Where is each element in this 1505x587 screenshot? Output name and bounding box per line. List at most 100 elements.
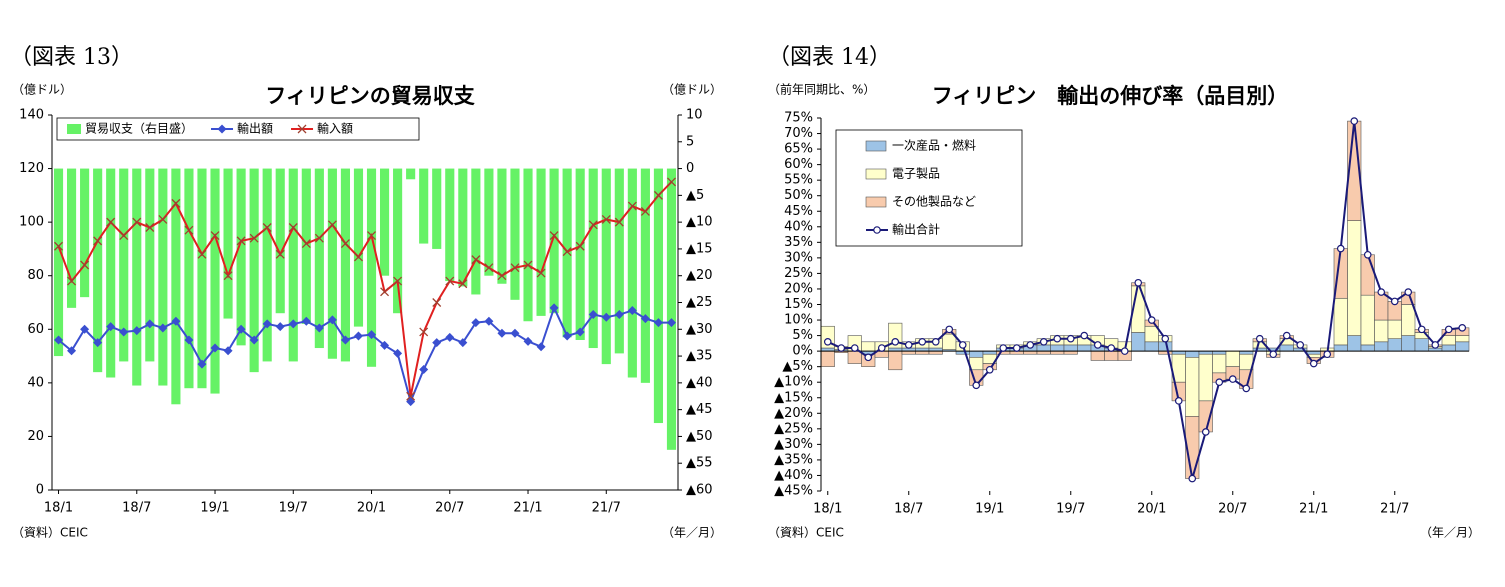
bar [1063, 344, 1078, 352]
point [106, 217, 116, 227]
bar [1050, 344, 1065, 352]
point [837, 344, 846, 352]
point [562, 247, 572, 257]
y-tick-label: 0% [792, 344, 813, 359]
point [1228, 375, 1237, 383]
figure-label: （図表 14） [768, 45, 891, 70]
y-tick-label: 35% [784, 235, 813, 250]
point [249, 335, 259, 345]
x-tick-label: 21/7 [1380, 502, 1409, 517]
bar [1212, 353, 1227, 374]
y-axis-unit: （前年同期比、%） [768, 82, 875, 97]
bar [210, 168, 220, 394]
point [823, 337, 832, 346]
point [999, 344, 1008, 352]
x-axis-unit: （年／月） [662, 526, 722, 540]
bar [847, 350, 862, 364]
bar [1144, 341, 1159, 352]
point [1053, 334, 1062, 343]
point [184, 225, 194, 235]
point [93, 236, 103, 246]
y-tick-label: 140 [19, 108, 44, 123]
bar [1333, 297, 1348, 346]
bar [301, 168, 311, 324]
x-tick-label: 18/7 [894, 502, 923, 517]
point [301, 316, 311, 326]
point [54, 241, 63, 251]
point [340, 239, 350, 249]
y-tick-label: ▲10% [774, 375, 813, 390]
point [54, 335, 64, 345]
bar [1144, 325, 1159, 343]
bar [549, 168, 559, 314]
legend-label: その他製品など [892, 195, 976, 209]
point [1147, 316, 1156, 324]
y-tick-label: 20% [784, 281, 813, 296]
point [614, 217, 624, 227]
y-tick-label: 15% [784, 297, 813, 312]
point [653, 318, 663, 328]
y-tick-label: 45% [784, 204, 813, 219]
point [184, 335, 194, 345]
point [119, 231, 129, 240]
x-tick-label: 20/7 [1218, 502, 1247, 517]
y2-tick-label: ▲5 [686, 188, 704, 203]
point [67, 346, 77, 356]
bar [1198, 353, 1213, 402]
chart-title: フィリピン 輸出の伸び率（品目別） [932, 84, 1289, 108]
point [145, 319, 155, 329]
legend-marker [873, 226, 881, 234]
point [445, 332, 455, 342]
bar [1333, 344, 1348, 352]
bar [249, 168, 259, 373]
point [1093, 341, 1102, 349]
bar [1441, 335, 1456, 346]
point [1201, 428, 1210, 436]
bar [562, 168, 572, 338]
point [850, 344, 859, 352]
bar [575, 168, 585, 340]
bar [145, 168, 155, 362]
bar [1131, 332, 1146, 352]
bar [1401, 304, 1416, 336]
point [340, 335, 350, 345]
point [93, 338, 103, 348]
point [1134, 278, 1143, 287]
point [484, 263, 494, 273]
point [458, 279, 468, 289]
point [353, 331, 363, 341]
point [288, 319, 298, 329]
point [1296, 341, 1305, 349]
point [367, 330, 377, 340]
bar [536, 168, 546, 316]
point [432, 298, 442, 307]
x-tick-label: 19/7 [1056, 502, 1085, 517]
bar [66, 168, 77, 308]
point [1350, 117, 1359, 125]
point [904, 341, 913, 349]
bar [132, 168, 142, 386]
bar [1347, 220, 1362, 336]
y2-tick-label: 5 [686, 134, 694, 149]
point [1120, 347, 1129, 355]
point [1269, 350, 1278, 359]
y-tick-label: 55% [784, 173, 813, 188]
bar [1360, 294, 1375, 346]
bar [340, 168, 351, 362]
bar [327, 168, 337, 359]
point [510, 328, 520, 338]
point [288, 223, 298, 232]
bar [861, 341, 876, 352]
legend-label: 輸出合計 [892, 222, 940, 237]
y-tick-label: ▲5% [782, 359, 813, 374]
bar [379, 168, 390, 276]
point [549, 303, 559, 313]
bar [406, 168, 416, 180]
point [1377, 288, 1386, 296]
point [640, 314, 650, 324]
point [119, 327, 129, 337]
point [985, 365, 994, 374]
bar [1360, 344, 1375, 352]
bar [614, 168, 624, 354]
y2-tick-label: ▲40 [686, 375, 713, 390]
